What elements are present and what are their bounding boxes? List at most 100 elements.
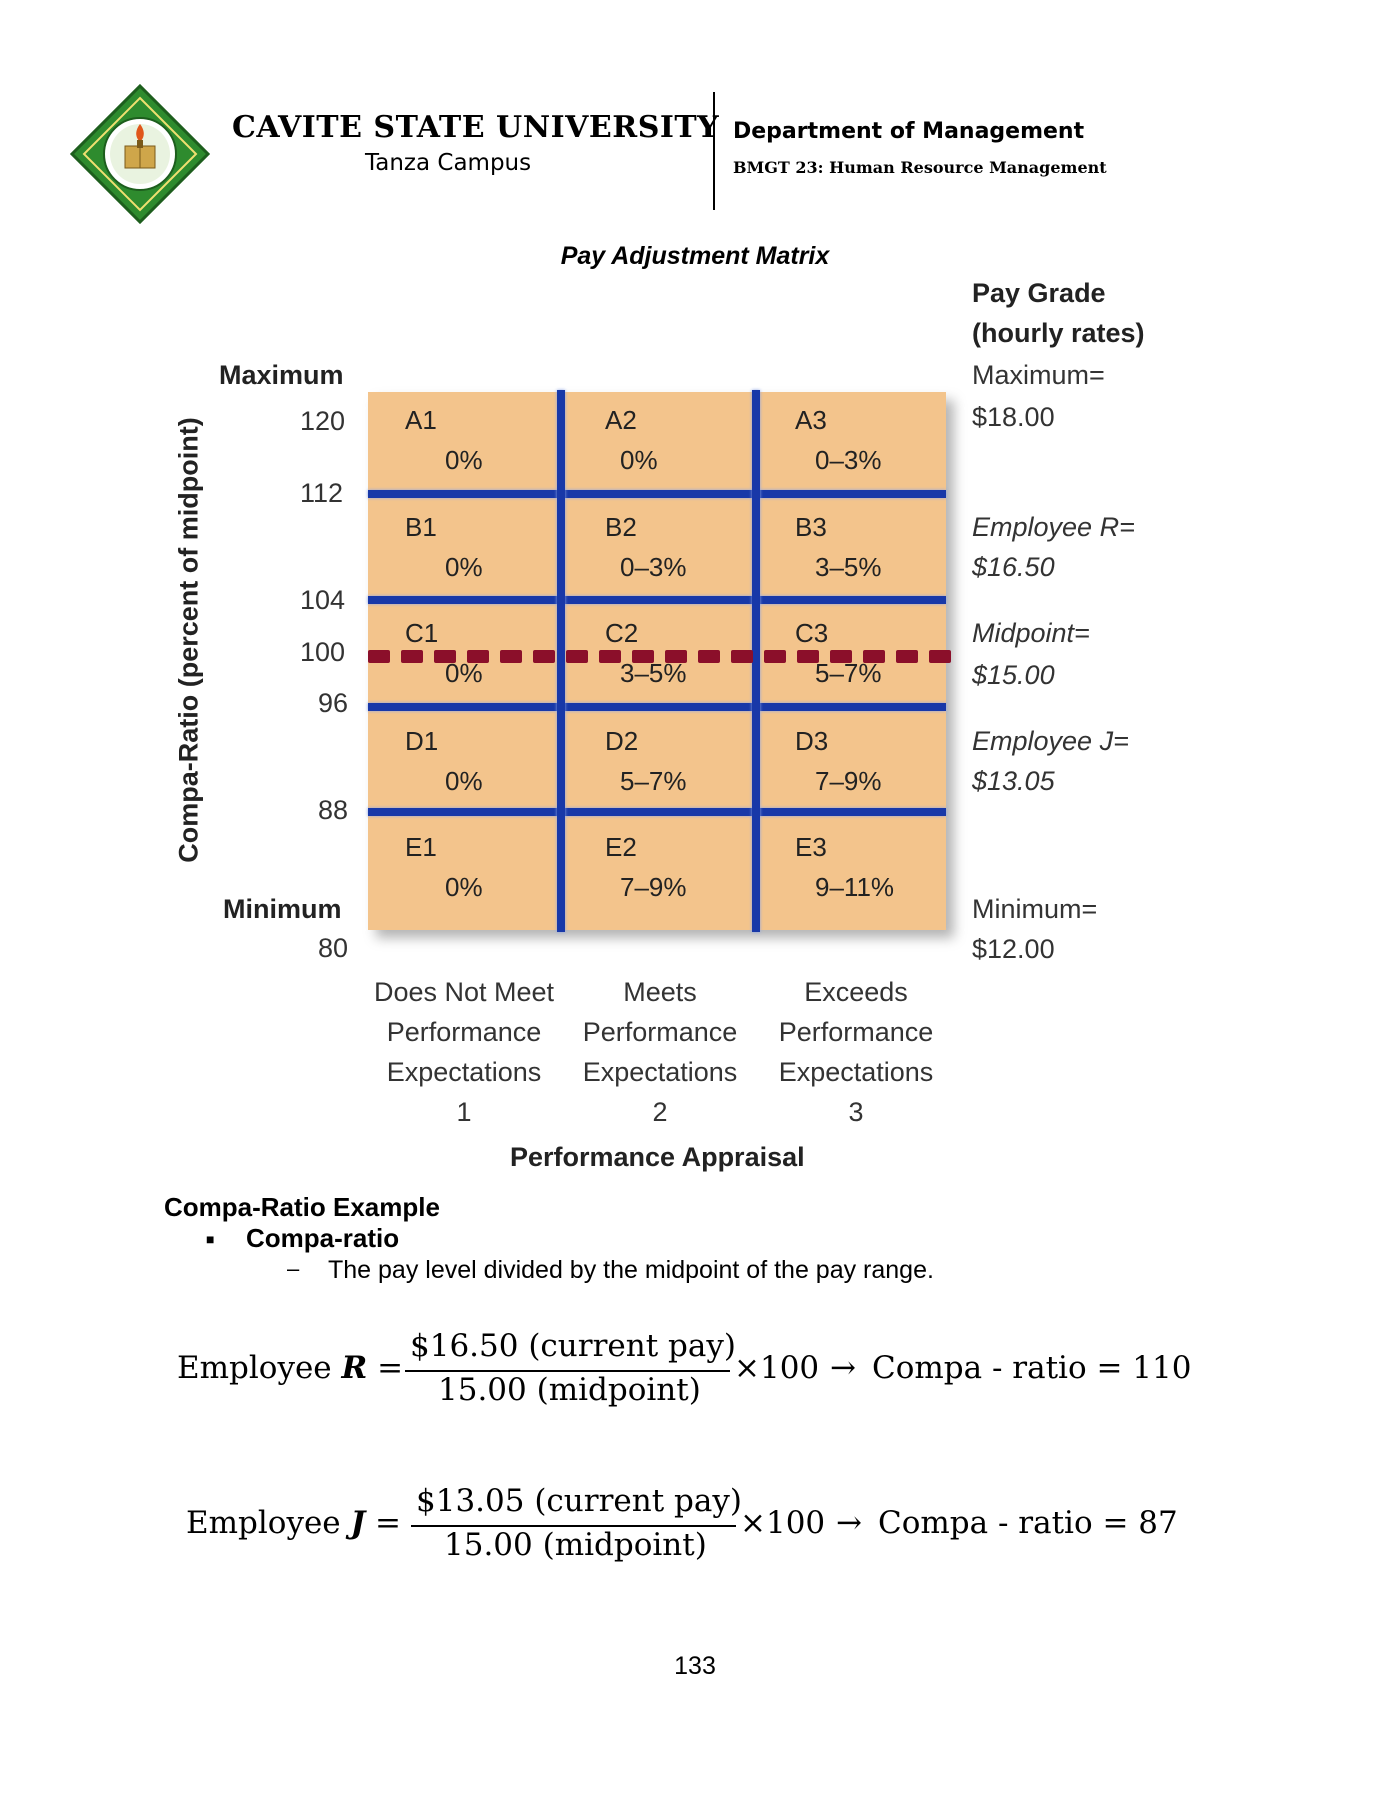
column-label-line: Expectations	[778, 1057, 934, 1087]
matrix-cell-adjustment: 7–9%	[815, 766, 882, 796]
formula-denominator: 15.00 (midpoint)	[438, 1372, 701, 1408]
matrix-cell-adjustment: 0%	[445, 552, 483, 582]
midpoint-dash	[731, 650, 753, 663]
column-label-3: Exceeds Performance Expectations 3	[756, 972, 956, 1132]
matrix-cell-adjustment: 0%	[445, 872, 483, 902]
midpoint-dash	[368, 650, 390, 663]
midpoint-dash	[533, 650, 555, 663]
compa-ratio-definition: The pay level divided by the midpoint of…	[328, 1256, 934, 1284]
x-axis-title: Performance Appraisal	[510, 1142, 805, 1172]
y-bottom-label: Minimum	[223, 894, 342, 924]
formula-denominator: 15.00 (midpoint)	[444, 1527, 707, 1563]
midpoint-dash	[863, 650, 885, 663]
pay-grade-subtitle: (hourly rates)	[972, 318, 1145, 348]
midpoint-dash	[566, 650, 588, 663]
y-tick: 120	[300, 406, 346, 436]
formula-variable: J	[350, 1505, 366, 1541]
fraction-line	[405, 1370, 730, 1372]
midpoint-label: Midpoint=	[972, 618, 1090, 648]
matrix-cell-adjustment: 0%	[620, 445, 658, 475]
midpoint-value: $15.00	[972, 660, 1055, 690]
midpoint-dash	[401, 650, 423, 663]
y-tick: 100	[300, 637, 346, 667]
employee-r-label: Employee R=	[972, 512, 1135, 542]
grid-line-horizontal	[368, 490, 946, 498]
matrix-cell-adjustment: 0%	[445, 766, 483, 796]
matrix-cell-adjustment: 3–5%	[815, 552, 882, 582]
campus-name: Tanza Campus	[365, 150, 532, 176]
y-tick: 80	[318, 933, 349, 963]
grid-line-vertical	[557, 390, 565, 932]
matrix-cell-id: A2	[605, 405, 637, 435]
formula-numerator: $16.50 (current pay)	[410, 1328, 736, 1364]
formula-lhs: Employee R =	[177, 1350, 404, 1386]
grid-line-horizontal	[368, 703, 946, 711]
department-name: Department of Management	[733, 119, 1085, 144]
bullet-square-icon: ■	[206, 1231, 215, 1247]
bullet-heading: Compa-ratio	[246, 1223, 400, 1253]
section-title: Compa-Ratio Example	[164, 1192, 440, 1222]
matrix-cell-id: B2	[605, 512, 637, 542]
column-label-1: Does Not Meet Performance Expectations 1	[364, 972, 564, 1132]
matrix-cell-id: C2	[605, 618, 639, 648]
midpoint-dash	[764, 650, 786, 663]
column-label-line: Meets	[623, 977, 697, 1007]
page-number: 133	[674, 1652, 716, 1680]
dash-icon: –	[287, 1256, 300, 1281]
arrow-icon: →	[836, 1505, 862, 1541]
matrix-cell-id: E2	[605, 832, 637, 862]
y-top-label: Maximum	[219, 360, 344, 390]
university-seal-logo	[69, 83, 211, 225]
matrix-cell-id: B3	[795, 512, 827, 542]
matrix-cell-id: B1	[405, 512, 437, 542]
midpoint-dash	[632, 650, 654, 663]
column-number: 2	[652, 1097, 668, 1127]
column-number: 1	[456, 1097, 472, 1127]
formula-result: Compa - ratio = 87	[878, 1505, 1178, 1541]
matrix-cell-id: C3	[795, 618, 829, 648]
column-number: 3	[848, 1097, 864, 1127]
seal-icon	[69, 83, 211, 225]
matrix-cell-id: E1	[405, 832, 437, 862]
y-tick: 88	[318, 795, 349, 825]
midpoint-dash	[929, 650, 951, 663]
matrix-cell-id: A1	[405, 405, 437, 435]
column-label-line: Performance	[386, 1017, 542, 1047]
grid-line-horizontal	[368, 596, 946, 604]
matrix-cell-adjustment: 3–5%	[620, 658, 687, 688]
matrix-cell-adjustment: 0%	[445, 658, 483, 688]
university-name: CAVITE STATE UNIVERSITY	[232, 110, 720, 145]
matrix-cell-adjustment: 7–9%	[620, 872, 687, 902]
pay-grade-title: Pay Grade	[972, 278, 1106, 308]
column-label-line: Expectations	[386, 1057, 542, 1087]
matrix-cell-adjustment: 5–7%	[815, 658, 882, 688]
column-label-line: Performance	[778, 1017, 934, 1047]
matrix-cell-id: D2	[605, 726, 639, 756]
matrix-cell-adjustment: 9–11%	[815, 872, 895, 902]
matrix-cell-adjustment: 0–3%	[620, 552, 687, 582]
formula-lhs-text: Employee	[177, 1350, 332, 1386]
midpoint-dash	[830, 650, 852, 663]
midpoint-dash	[665, 650, 687, 663]
document-title: Pay Adjustment Matrix	[560, 242, 830, 270]
matrix-cell-id: D1	[405, 726, 439, 756]
midpoint-dash	[896, 650, 918, 663]
grid-line-horizontal	[368, 808, 946, 816]
column-label-line: Expectations	[582, 1057, 738, 1087]
midpoint-dash	[500, 650, 522, 663]
formula-lhs: Employee J =	[186, 1505, 402, 1541]
employee-j-value: $13.05	[972, 766, 1055, 796]
employee-r-value: $16.50	[972, 552, 1055, 582]
midpoint-dash	[467, 650, 489, 663]
maximum-value: $18.00	[972, 402, 1055, 432]
matrix-cell-id: C1	[405, 618, 439, 648]
y-axis-title: Compa-Ratio (percent of midpoint)	[173, 417, 204, 863]
formula-multiplier: ×100	[734, 1350, 820, 1386]
column-label-line: Exceeds	[804, 977, 908, 1007]
formula-result: Compa - ratio = 110	[872, 1350, 1192, 1386]
midpoint-dash	[434, 650, 456, 663]
maximum-label: Maximum=	[972, 360, 1105, 390]
header-divider	[713, 92, 715, 210]
matrix-cell-id: E3	[795, 832, 827, 862]
matrix-cell-id: A3	[795, 405, 827, 435]
